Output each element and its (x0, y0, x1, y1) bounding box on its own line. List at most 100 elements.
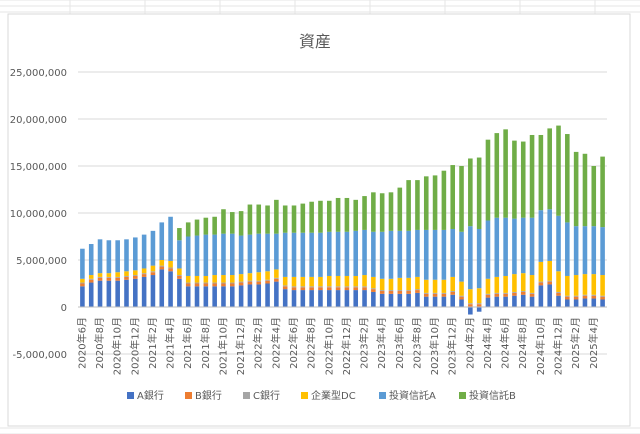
bar-segment (97, 280, 103, 307)
bar-segment (512, 218, 517, 275)
bar-segment (415, 289, 420, 291)
bar-segment (468, 158, 473, 227)
y-tick-label: 20,000,000 (10, 115, 67, 126)
bar-segment (97, 276, 103, 278)
bar-segment (247, 280, 253, 282)
bar-segment (582, 226, 588, 275)
bar-segment (450, 228, 455, 277)
bar-segment (80, 282, 85, 284)
bar-segment (230, 283, 235, 287)
bar-segment (547, 281, 552, 285)
chart-title: 資産 (299, 32, 331, 51)
bar-segment (335, 286, 341, 288)
bar-segment (547, 284, 552, 307)
bar-segment (326, 275, 332, 287)
bar-segment (397, 187, 403, 231)
bar-segment (247, 204, 253, 235)
bar-segment (203, 282, 209, 284)
bar-segment (538, 285, 544, 307)
y-tick-label: -5,000,000 (12, 350, 67, 361)
y-tick-label: 0 (61, 303, 67, 314)
bar-segment (415, 180, 420, 230)
bar-segment (326, 290, 332, 307)
x-tick-label: 2020年10月 (111, 317, 124, 375)
bar-segment (141, 234, 147, 269)
bar-segment (538, 210, 544, 262)
bar-segment (282, 285, 288, 287)
bar-segment (538, 261, 544, 282)
bar-segment (309, 232, 314, 277)
bar-segment (476, 288, 482, 304)
legend-swatch (459, 392, 466, 399)
bar-segment (397, 293, 403, 307)
bar-segment (485, 297, 491, 307)
bar-segment (503, 129, 508, 218)
bar-segment (318, 286, 323, 288)
bar-segment (362, 286, 367, 288)
bar-segment (344, 231, 350, 276)
bar-segment (503, 217, 508, 276)
bar-segment (159, 222, 165, 260)
bar-segment (185, 222, 191, 237)
bar-segment (291, 286, 297, 288)
y-tick-label: 10,000,000 (10, 209, 67, 220)
bar-segment (468, 304, 473, 307)
legend: A銀行 B銀行 C銀行 企業型DC 投資信託A 投資信託B (127, 389, 516, 402)
bar-segment (177, 268, 182, 276)
bar-segment (326, 200, 332, 232)
bar-segment (379, 293, 385, 307)
x-tick-label: 2022年6月 (287, 317, 300, 369)
bar-segment (177, 275, 182, 279)
bar-segment (494, 292, 500, 294)
bar-segment (512, 274, 517, 292)
bar-segment (291, 205, 297, 233)
bars (80, 125, 605, 315)
bar-segment (274, 199, 279, 234)
bar-segment (344, 275, 350, 287)
x-tick-label: 2021年4月 (164, 317, 177, 369)
bar-segment (468, 307, 473, 315)
bar-segment (168, 271, 173, 307)
y-tick-label: 5,000,000 (16, 256, 67, 267)
x-tick-label: 2024年12月 (552, 317, 565, 375)
bar-segment (423, 279, 429, 293)
bar-segment (520, 291, 526, 292)
bar-segment (212, 234, 217, 276)
legend-label: 企業型DC (311, 389, 356, 402)
bar-segment (529, 275, 535, 293)
bar-segment (300, 287, 306, 291)
bar-segment (106, 276, 112, 278)
bar-segment (291, 276, 297, 287)
bar-segment (185, 286, 191, 307)
y-tick-label: 25,000,000 (10, 68, 67, 79)
x-tick-label: 2024年8月 (516, 317, 529, 369)
bar-segment (177, 278, 182, 307)
bar-segment (459, 295, 464, 297)
bar-segment (591, 166, 597, 227)
bar-segment (600, 156, 605, 228)
bar-segment (503, 275, 508, 293)
bar-segment (344, 286, 350, 288)
bar-segment (238, 211, 244, 236)
bar-segment (512, 292, 517, 296)
bar-segment (476, 303, 482, 305)
bar-segment (291, 290, 297, 307)
bar-segment (97, 273, 103, 277)
bar-segment (309, 287, 314, 291)
bar-segment (203, 283, 209, 287)
bar-segment (265, 233, 270, 272)
bar-segment (353, 290, 359, 307)
bar-segment (582, 153, 588, 227)
y-tick-label: 15,000,000 (10, 162, 67, 173)
bar-segment (335, 231, 341, 276)
bar-segment (397, 290, 403, 292)
bar-segment (326, 287, 332, 291)
x-tick-label: 2020年12月 (128, 317, 141, 375)
bar-segment (282, 289, 288, 307)
bar-segment (274, 277, 279, 279)
bar-segment (80, 278, 85, 283)
bar-segment (274, 278, 279, 282)
